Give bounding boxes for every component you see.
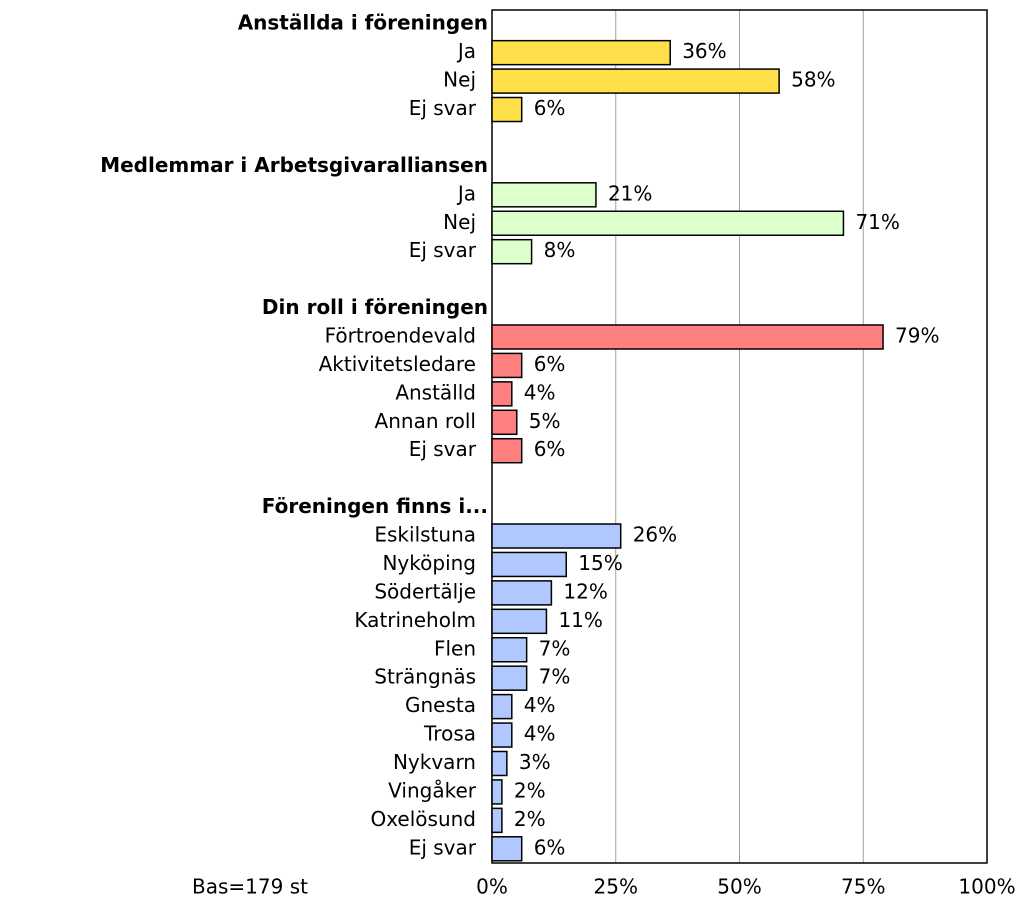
y-tick-label: Ja — [456, 181, 476, 205]
x-tick-label: 50% — [717, 875, 761, 899]
y-tick-label: Södertälje — [374, 579, 476, 603]
group-header: Din roll i föreningen — [262, 295, 488, 319]
y-tick-label: Katrineholm — [354, 608, 476, 632]
bar — [491, 96, 523, 123]
y-tick-label: Ej svar — [409, 238, 477, 262]
value-label: 2% — [514, 778, 546, 802]
value-label: 6% — [534, 352, 566, 376]
y-tick-label: Strängnäs — [374, 665, 476, 689]
y-tick-label: Aktivitetsledare — [319, 352, 476, 376]
plot-border — [491, 9, 988, 864]
value-label: 7% — [539, 636, 571, 660]
value-label: 12% — [563, 579, 607, 603]
bar — [491, 68, 780, 94]
bar — [491, 608, 548, 635]
bar — [491, 580, 553, 606]
value-label: 6% — [534, 437, 566, 461]
bar — [491, 381, 513, 407]
bar — [491, 437, 523, 464]
bar — [491, 722, 513, 748]
bar — [491, 352, 523, 379]
y-tick-label: Ej svar — [409, 96, 477, 120]
y-tick-label: Eskilstuna — [374, 523, 476, 547]
y-tick-label: Nej — [443, 68, 476, 92]
y-tick-label: Nyköping — [382, 551, 476, 575]
value-label: 4% — [524, 380, 556, 404]
value-label: 6% — [534, 96, 566, 120]
value-label: 3% — [519, 750, 551, 774]
value-label: 5% — [529, 409, 561, 433]
bar — [491, 39, 671, 66]
y-tick-label: Nykvarn — [393, 750, 476, 774]
value-label: 71% — [855, 210, 899, 234]
value-label: 2% — [514, 807, 546, 831]
y-tick-label: Ja — [456, 39, 476, 63]
value-label: 15% — [578, 551, 622, 575]
group-header: Anställda i föreningen — [238, 11, 488, 35]
value-label: 11% — [558, 608, 602, 632]
group-header: Medlemmar i Arbetsgivaralliansen — [100, 153, 488, 177]
y-tick-label: Flen — [434, 636, 476, 660]
value-label: 6% — [534, 835, 566, 859]
value-label: 4% — [524, 693, 556, 717]
value-label: 58% — [791, 68, 835, 92]
value-label: 8% — [544, 238, 576, 262]
x-tick-label: 100% — [958, 875, 1015, 899]
bar — [491, 523, 622, 549]
bar — [491, 779, 503, 805]
value-label: 36% — [682, 39, 726, 63]
bar — [491, 324, 884, 350]
bar — [491, 665, 528, 691]
annotation: Bas=179 st — [192, 875, 308, 899]
y-tick-label: Annan roll — [375, 409, 476, 433]
value-label: 4% — [524, 722, 556, 746]
y-tick-label: Anställd — [395, 380, 476, 404]
y-tick-label: Vingåker — [388, 778, 477, 802]
bar — [491, 182, 597, 208]
value-label: 26% — [633, 523, 677, 547]
value-label: 79% — [895, 323, 939, 347]
y-tick-label: Ej svar — [409, 835, 477, 859]
bar — [491, 807, 503, 834]
value-label: 7% — [539, 665, 571, 689]
value-label: 21% — [608, 181, 652, 205]
bar — [491, 836, 523, 862]
y-tick-label: Ej svar — [409, 437, 477, 461]
bar — [491, 637, 528, 663]
bar — [491, 693, 513, 720]
bar — [491, 551, 567, 578]
bar — [491, 409, 518, 436]
x-tick-label: 75% — [841, 875, 885, 899]
y-tick-label: Nej — [443, 210, 476, 234]
x-tick-label: 25% — [594, 875, 638, 899]
x-tick-label: 0% — [476, 875, 508, 899]
y-tick-label: Gnesta — [405, 693, 476, 717]
bar — [491, 238, 533, 265]
bar — [491, 750, 508, 777]
bar — [491, 210, 845, 236]
y-tick-label: Förtroendevald — [325, 323, 476, 347]
y-tick-label: Oxelösund — [370, 807, 476, 831]
group-header: Föreningen finns i... — [262, 494, 488, 518]
y-tick-label: Trosa — [423, 722, 476, 746]
